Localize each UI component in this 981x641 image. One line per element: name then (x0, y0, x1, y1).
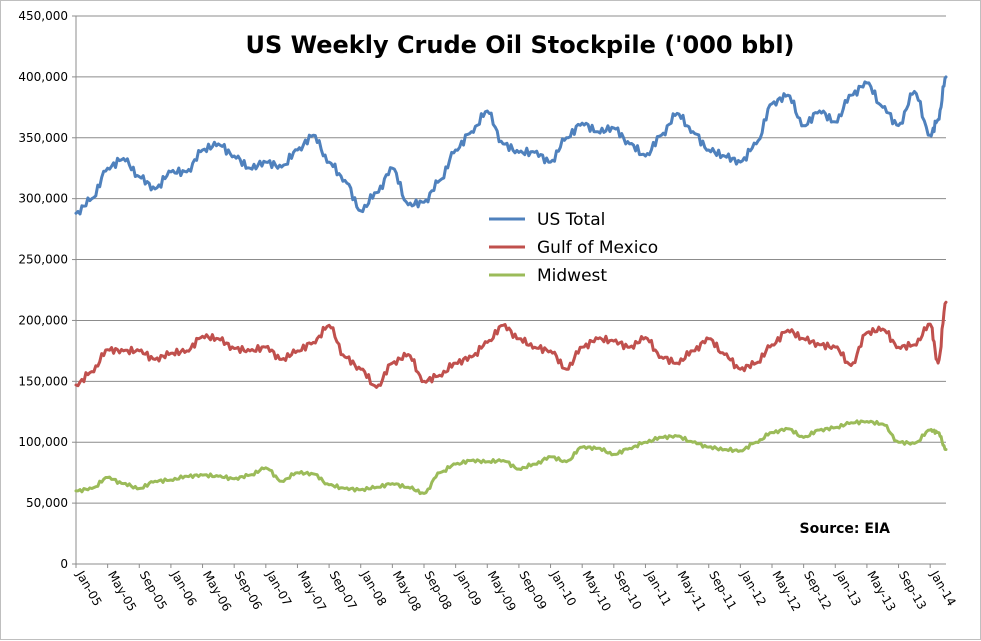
x-tick-label: Sep-05 (137, 569, 170, 613)
x-tick-label: May-11 (674, 569, 708, 614)
x-tick-label: May-10 (580, 569, 614, 614)
x-tick-label: May-05 (105, 569, 139, 614)
chart-title: US Weekly Crude Oil Stockpile ('000 bbl) (245, 31, 794, 59)
gridlines (76, 15, 946, 504)
x-tick-label: Sep-07 (326, 569, 359, 613)
x-tick-label: Jan-12 (737, 568, 769, 609)
x-tick-label: Sep-09 (516, 569, 549, 613)
y-tick-label: 300,000 (18, 192, 68, 206)
series-line-us-total (74, 75, 948, 216)
x-tick-label: Sep-08 (421, 569, 454, 613)
source-note: Source: EIA (800, 521, 891, 537)
legend-label: US Total (537, 210, 605, 230)
x-tick-label: Sep-10 (611, 569, 644, 613)
x-tick-label: May-13 (864, 569, 898, 614)
y-tick-label: 100,000 (18, 435, 68, 449)
y-tick-label: 400,000 (18, 70, 68, 84)
x-tick-label: Sep-12 (801, 569, 834, 613)
x-tick-label: Jan-09 (453, 568, 485, 609)
series-lines (74, 75, 948, 496)
y-tick-label: 150,000 (18, 374, 68, 388)
y-tick-label: 250,000 (18, 253, 68, 267)
y-tick-label: 50,000 (26, 496, 68, 510)
x-tick-label: May-08 (390, 569, 424, 614)
x-tick-label: May-12 (769, 569, 803, 614)
y-tick-label: 450,000 (18, 9, 68, 23)
x-tick-label: May-09 (485, 569, 519, 614)
x-tick-label: Jan-08 (358, 568, 390, 609)
x-tick-label: Jan-05 (73, 568, 105, 609)
x-tick-label: Sep-13 (896, 569, 929, 613)
x-tick-label: May-06 (200, 569, 234, 614)
x-tick-label: May-07 (295, 569, 329, 614)
x-tick-label: Jan-07 (263, 568, 295, 609)
x-tick-label: Jan-11 (642, 568, 674, 609)
x-tick-label: Jan-06 (168, 568, 200, 609)
x-tick-label: Sep-06 (232, 569, 265, 613)
x-tick-label: Jan-14 (927, 568, 959, 609)
series-line-gulf-of-mexico (74, 300, 948, 389)
x-tick-label: Sep-11 (706, 569, 739, 613)
legend: US Total Gulf of Mexico Midwest (489, 210, 658, 286)
y-tick-label: 0 (60, 557, 68, 571)
legend-label: Gulf of Mexico (537, 238, 658, 258)
legend-label: Midwest (537, 266, 607, 286)
series-line-midwest (74, 419, 948, 496)
y-tick-label: 200,000 (18, 313, 68, 327)
x-tick-label: Jan-13 (832, 568, 864, 609)
x-tick-label: Jan-10 (547, 568, 579, 609)
y-tick-label: 350,000 (18, 131, 68, 145)
